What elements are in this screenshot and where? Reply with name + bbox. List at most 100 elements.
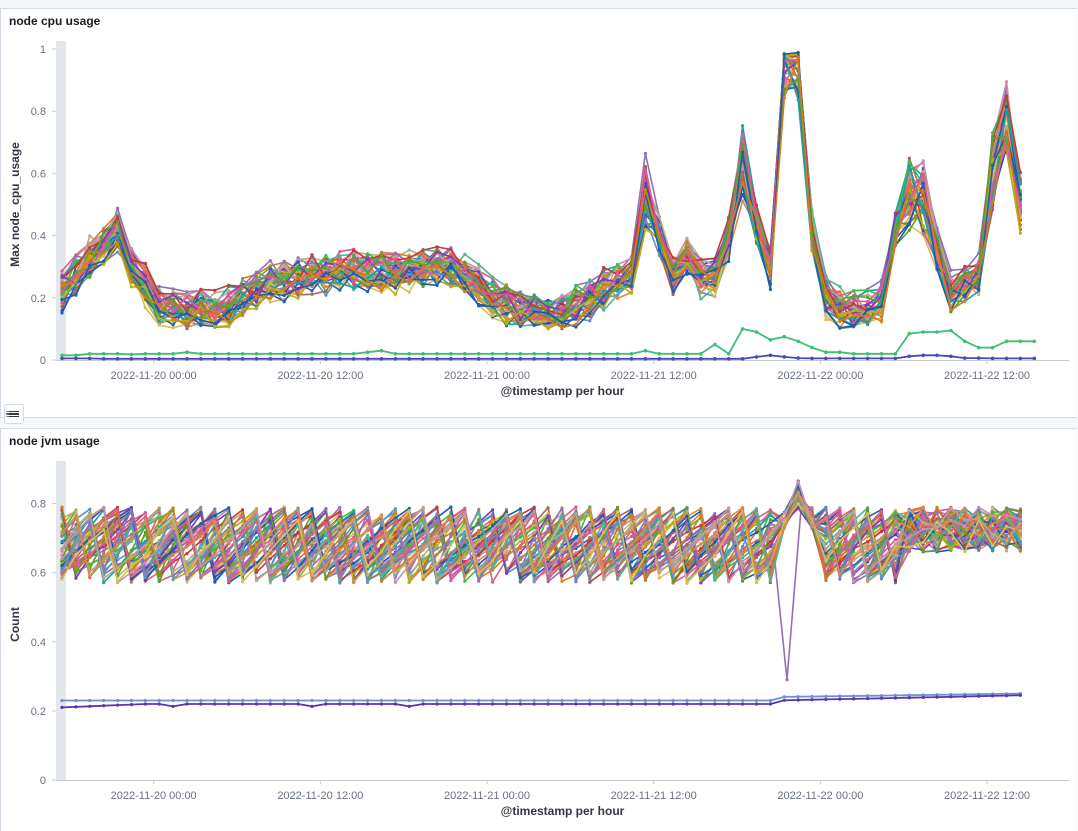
series-point [866, 296, 869, 299]
series-point [616, 290, 619, 293]
series-point [671, 357, 675, 361]
series-point [810, 245, 813, 248]
series-point [658, 576, 661, 579]
series-point [741, 151, 744, 154]
series-point [519, 310, 522, 313]
series-point [116, 251, 119, 254]
series-point [477, 287, 480, 290]
series-point [755, 217, 758, 220]
series-point [338, 352, 342, 356]
series-point [241, 308, 244, 311]
series-point [394, 264, 397, 267]
series-point [894, 357, 898, 361]
series-point [380, 261, 383, 264]
series-point [241, 357, 245, 361]
series-point [894, 231, 897, 234]
series-point [227, 299, 230, 302]
series-point [227, 284, 230, 287]
series-point [185, 296, 188, 299]
series-point [74, 281, 77, 284]
series-point [422, 252, 425, 255]
series-line [62, 54, 1020, 317]
series-point [463, 253, 466, 256]
series-point [866, 322, 869, 325]
series-point [1033, 340, 1037, 344]
series-point [310, 266, 313, 269]
series-point [199, 357, 203, 361]
series-point [435, 270, 438, 273]
series-point [407, 357, 411, 361]
series-point [102, 357, 106, 361]
cpu-series-line [60, 52, 1022, 318]
series-point [338, 279, 341, 282]
series-point [338, 262, 341, 265]
series-point [158, 313, 161, 316]
legend-toggle-icon[interactable] [4, 404, 24, 424]
series-point [991, 137, 994, 140]
series-point [1005, 130, 1008, 133]
series-point [338, 250, 341, 253]
series-point [394, 274, 397, 277]
cpu-series-line [60, 53, 1022, 326]
series-point [199, 506, 202, 509]
series-point [949, 309, 952, 312]
series-line [62, 60, 1020, 326]
series-point [547, 311, 550, 314]
series-point [255, 352, 259, 356]
series-point [588, 285, 591, 288]
series-point [463, 267, 466, 270]
series-point [963, 265, 966, 268]
series-point [199, 319, 202, 322]
series-point [533, 296, 536, 299]
series-point [769, 545, 772, 548]
series-point [60, 274, 63, 277]
series-point [463, 357, 467, 361]
series-point [908, 229, 911, 232]
series-point [630, 292, 633, 295]
series-point [88, 276, 91, 279]
series-point [922, 203, 925, 206]
series-point [658, 357, 662, 361]
series-point [435, 540, 438, 543]
series-point [144, 306, 147, 309]
series-point [699, 297, 702, 300]
series-point [296, 352, 300, 356]
series-point [116, 357, 120, 361]
series-point [255, 271, 258, 274]
series-line [62, 58, 1020, 328]
series-point [463, 261, 466, 264]
series-point [394, 287, 397, 290]
series-point [158, 509, 161, 512]
series-point [185, 350, 189, 354]
series-point [421, 357, 425, 361]
series-point [519, 298, 522, 301]
series-point [588, 305, 591, 308]
series-point [296, 357, 300, 361]
series-point [838, 302, 841, 305]
series-point [519, 352, 523, 356]
series-point [297, 281, 300, 284]
series-point [755, 355, 759, 359]
series-point [602, 289, 605, 292]
series-point [963, 285, 966, 288]
series-point [352, 282, 355, 285]
series-point [394, 511, 397, 514]
series-point [866, 352, 870, 356]
series-point [297, 297, 300, 300]
series-point [838, 296, 841, 299]
series-point [644, 188, 647, 191]
series-point [435, 260, 438, 263]
series-point [144, 262, 147, 265]
series-point [158, 303, 161, 306]
series-point [116, 215, 119, 218]
series-point [477, 270, 480, 273]
series-point [352, 562, 355, 565]
series-point [616, 294, 619, 297]
series-point [1019, 182, 1022, 185]
series-point [560, 326, 563, 329]
series-point [602, 278, 605, 281]
series-point [672, 256, 675, 259]
series-point [408, 266, 411, 269]
